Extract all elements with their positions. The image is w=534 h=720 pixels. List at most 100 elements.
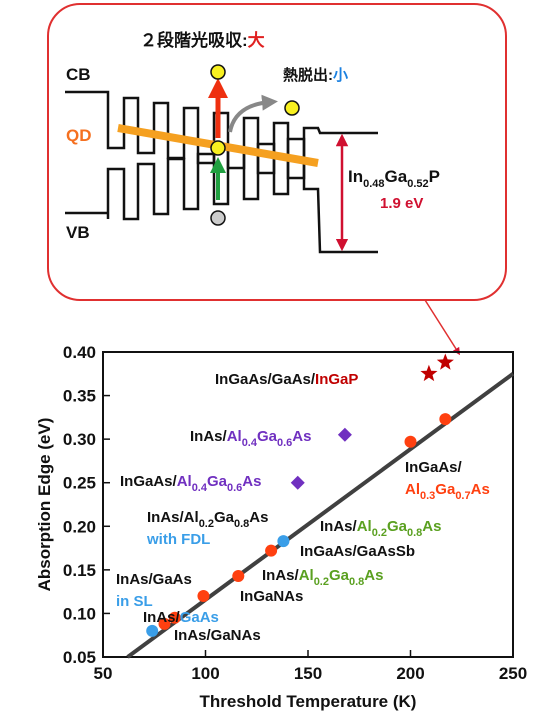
point — [265, 545, 277, 557]
annotation-part: Al — [299, 567, 314, 584]
annotation-part: InGaP — [315, 371, 358, 388]
y-tick-label: 0.25 — [63, 474, 96, 493]
annotation: InAs/Al0.2Ga0.8As — [147, 509, 268, 530]
y-tick-label: 0.40 — [63, 343, 96, 362]
annotation: InAs/Al0.2Ga0.8As — [262, 567, 383, 588]
y-tick-label: 0.20 — [63, 517, 96, 536]
hole — [211, 211, 225, 225]
annotation: InGaAs/GaAsSb — [300, 543, 415, 560]
figure: ２段階光吸収:大 熱脱出:小 CB QD VB In0.48Ga0.52P 1.… — [0, 0, 534, 720]
annotation-part: 0.4 — [242, 437, 258, 449]
annotation-part: 0.4 — [192, 482, 208, 494]
annotation-part: InAs/GaAs — [116, 571, 192, 588]
barrier-sub: 0.48 — [363, 178, 384, 190]
barrier-text: Ga — [385, 167, 408, 186]
electron — [211, 141, 225, 155]
annotation-part: Al — [357, 518, 372, 535]
escape-emphasis: 小 — [333, 67, 348, 84]
annotation-part: 0.3 — [420, 490, 435, 502]
annotation-part: As — [422, 518, 441, 535]
annotation-part: As — [242, 473, 261, 490]
annotation-part: 0.8 — [407, 527, 422, 539]
chart: 50 100 150 200 250 0.05 0.10 0.15 0.20 0.25 0.30 0.… — [35, 343, 527, 711]
annotation-part: Ga — [207, 473, 228, 490]
cb-label: CB — [66, 65, 91, 84]
annotation-part: Al — [227, 428, 242, 445]
annotation-part: Ga — [257, 428, 278, 445]
annotation-part: InGaAs/GaAsSb — [300, 543, 415, 560]
annotation-part: Al — [177, 473, 192, 490]
annotation-part: 0.2 — [372, 527, 387, 539]
annotation-part: InAs/ — [143, 609, 181, 626]
annotation-part: 0.8 — [349, 576, 364, 588]
x-axis-title: Threshold Temperature (K) — [200, 692, 417, 711]
annotation-part: As — [364, 567, 383, 584]
annotation-part: InGaNAs — [240, 588, 303, 605]
x-tick-label: 250 — [499, 664, 527, 683]
escape-label: 熱脱出:小 — [283, 66, 348, 84]
point — [420, 365, 437, 381]
annotation: InAs/GaNAs — [174, 627, 261, 644]
title-text: ２段階光吸収: — [140, 30, 248, 50]
x-tick-label: 50 — [94, 664, 113, 683]
annotation-part: As — [249, 509, 268, 526]
annotation: InAs/Al0.4Ga0.6As — [190, 428, 311, 449]
annotation-part: As — [292, 428, 311, 445]
annotation: Al0.3Ga0.7As — [405, 481, 490, 502]
annotation-part: Ga — [435, 481, 456, 498]
x-tick-label: 100 — [191, 664, 219, 683]
y-tick-label: 0.05 — [63, 648, 96, 667]
y-tick-label: 0.35 — [63, 387, 96, 406]
annotation-part: Ga — [214, 509, 235, 526]
point — [405, 436, 417, 448]
annotation: InGaNAs — [240, 588, 303, 605]
point — [338, 428, 352, 442]
escape-text: 熱脱出: — [283, 66, 333, 84]
vb-label: VB — [66, 223, 90, 242]
annotation: InAs/GaAs — [143, 609, 219, 626]
annotation-part: GaAs — [180, 609, 219, 626]
diagram-title: ２段階光吸収:大 — [140, 30, 265, 50]
annotation-part: 0.2 — [199, 518, 214, 530]
title-emphasis: 大 — [248, 30, 265, 50]
point — [439, 413, 451, 425]
point — [146, 625, 158, 637]
annotation-part: in SL — [116, 593, 153, 610]
annotation: InGaAs/Al0.4Ga0.6As — [120, 473, 261, 494]
annotation-part: InAs/ — [262, 567, 300, 584]
annotation: InGaAs/ — [405, 459, 463, 476]
point — [277, 535, 289, 547]
barrier-text: In — [348, 167, 363, 186]
annotation-part: As — [471, 481, 490, 498]
point — [232, 570, 244, 582]
annotation-part: InGaAs/GaAs/ — [215, 371, 316, 388]
electron — [211, 65, 225, 79]
y-tick-label: 0.30 — [63, 430, 96, 449]
annotation-part: Ga — [329, 567, 350, 584]
x-tick-label: 200 — [396, 664, 424, 683]
annotation-part: InGaAs/ — [405, 459, 463, 476]
point — [197, 590, 209, 602]
annotation: InAs/GaAs — [116, 571, 192, 588]
barrier-sub: 0.52 — [407, 178, 428, 190]
point — [291, 476, 305, 490]
annotation-part: 0.8 — [234, 518, 249, 530]
annotation-part: Ga — [387, 518, 408, 535]
y-tick-label: 0.15 — [63, 561, 96, 580]
y-tick-label: 0.10 — [63, 604, 96, 623]
annotation-part: Al — [405, 481, 420, 498]
annotation-part: InAs/GaNAs — [174, 627, 261, 644]
annotation-part: 0.7 — [455, 490, 470, 502]
annotation: InGaAs/GaAs/InGaP — [215, 371, 358, 388]
annotation-part: InAs/ — [320, 518, 358, 535]
qd-label: QD — [66, 126, 92, 145]
electron — [285, 101, 299, 115]
annotation: InAs/Al0.2Ga0.8As — [320, 518, 441, 539]
annotation: in SL — [116, 593, 153, 610]
annotation-part: 0.6 — [227, 482, 242, 494]
annotation-part: InAs/ — [190, 428, 228, 445]
annotation-part: InAs/Al — [147, 509, 199, 526]
x-tick-label: 150 — [294, 664, 322, 683]
annotation-part: InGaAs/ — [120, 473, 178, 490]
point — [437, 354, 454, 370]
